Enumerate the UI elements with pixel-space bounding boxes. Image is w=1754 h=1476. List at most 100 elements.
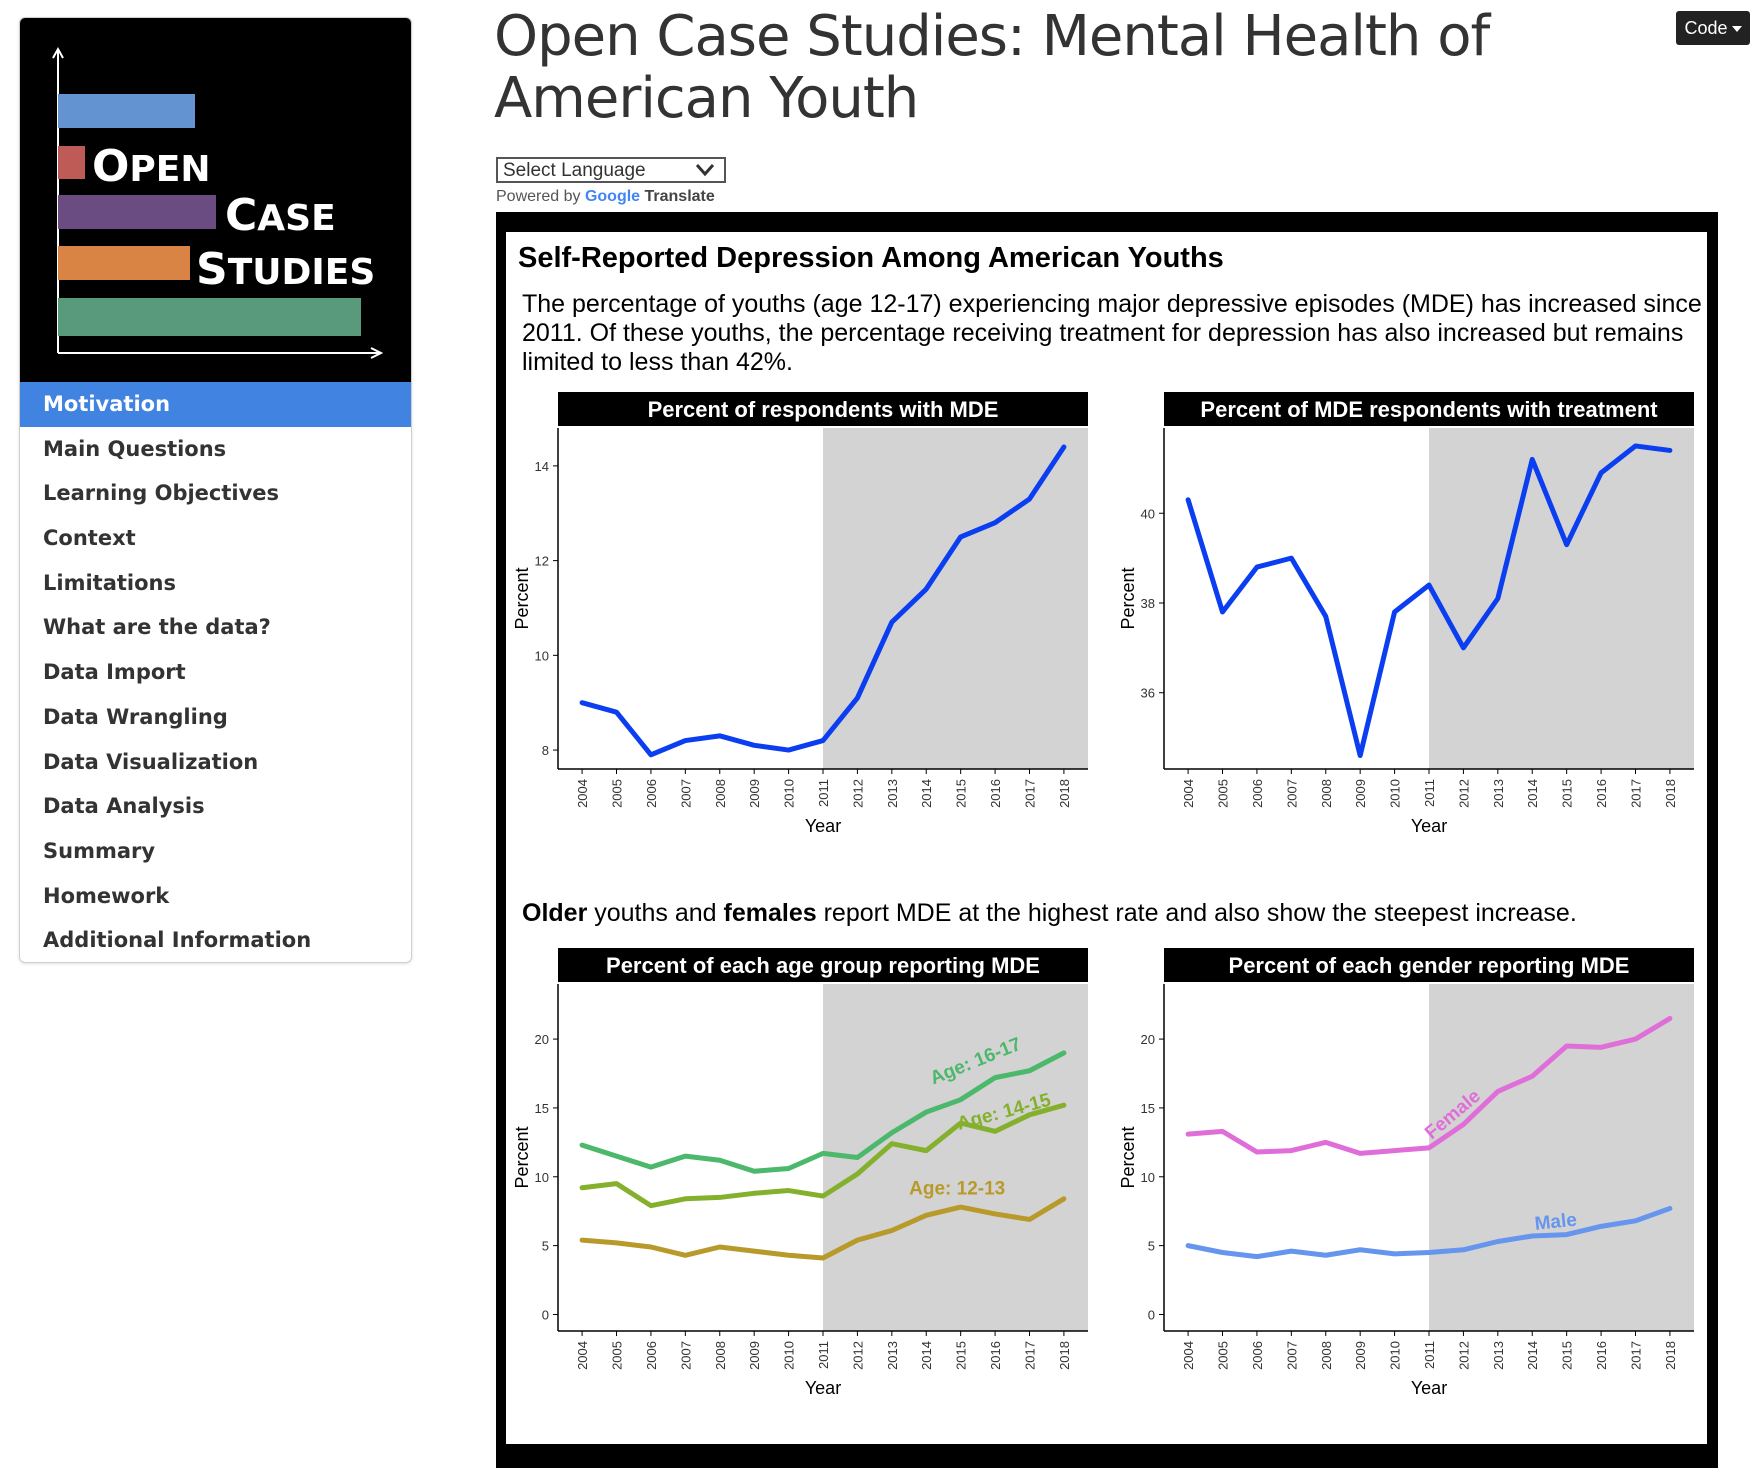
x-tick-label: 2006 [1250, 1341, 1265, 1370]
x-tick-label: 2017 [1628, 1341, 1643, 1370]
x-tick-label: 2016 [988, 779, 1003, 808]
x-tick-label: 2009 [1353, 779, 1368, 808]
infographic-body: Self-Reported Depression Among American … [506, 232, 1707, 1444]
chart-title-bar [558, 392, 1088, 426]
y-tick-label: 10 [1141, 1170, 1155, 1185]
x-tick-label: 2009 [1353, 1341, 1368, 1370]
x-tick-label: 2007 [1284, 1341, 1299, 1370]
logo-line1: OPEN [92, 141, 211, 192]
language-select-label: Select Language [503, 160, 646, 181]
logo-graphic: OPEN CASE STUDIES [52, 46, 384, 359]
x-tick-label: 2010 [1388, 779, 1403, 808]
sidebar-item-what-are-the-data[interactable]: What are the data? [43, 615, 271, 640]
sidebar-item-context[interactable]: Context [43, 526, 136, 551]
x-tick-label: 2016 [988, 1341, 1003, 1370]
x-tick-label: 2008 [1319, 779, 1334, 808]
sidebar-nav: Motivation Main Questions Learning Objecti… [20, 382, 411, 962]
y-axis-label: Percent [1118, 1126, 1138, 1188]
x-tick-label: 2004 [1181, 779, 1196, 808]
sidebar-item-data-wrangling[interactable]: Data Wrangling [43, 704, 228, 729]
x-tick-label: 2007 [678, 1341, 693, 1370]
shaded-region [1429, 984, 1694, 1331]
y-tick-label: 15 [535, 1101, 549, 1116]
sidebar-item-learning-objectives[interactable]: Learning Objectives [43, 481, 280, 506]
x-tick-label: 2012 [850, 1341, 865, 1370]
x-tick-label: 2011 [1422, 779, 1437, 807]
x-tick-label: 2014 [919, 779, 934, 808]
x-tick-label: 2007 [1284, 779, 1299, 808]
y-axis-label: Percent [512, 567, 532, 629]
x-tick-label: 2017 [1022, 1341, 1037, 1370]
series-label: Age: 12-13 [909, 1179, 1005, 1200]
x-tick-label: 2005 [610, 1341, 625, 1370]
sidebar-item-data-analysis[interactable]: Data Analysis [43, 794, 205, 819]
y-tick-label: 5 [1148, 1239, 1155, 1254]
x-tick-label: 2010 [782, 1341, 797, 1370]
x-tick-label: 2018 [1663, 779, 1678, 808]
x-tick-label: 2006 [644, 1341, 659, 1370]
series-label: Male [1534, 1210, 1578, 1235]
x-axis-label: Year [805, 816, 841, 836]
sidebar-item-motivation[interactable]: Motivation [20, 382, 411, 427]
x-tick-label: 2016 [1594, 1341, 1609, 1370]
x-tick-label: 2013 [1491, 779, 1506, 808]
y-tick-label: 14 [535, 459, 549, 474]
powered-by-text: Powered by [496, 188, 581, 205]
x-tick-label: 2015 [954, 1341, 969, 1370]
y-tick-label: 15 [1141, 1101, 1155, 1116]
x-tick-label: 2014 [919, 1341, 934, 1370]
chart-title: Percent of MDE respondents with treatmen… [1200, 397, 1658, 422]
x-tick-label: 2012 [850, 779, 865, 808]
infographic-description-2: Older youths and females report MDE at t… [522, 899, 1577, 927]
y-tick-label: 20 [1141, 1032, 1155, 1047]
sidebar-item-data-visualization[interactable]: Data Visualization [43, 749, 259, 774]
x-tick-label: 2014 [1525, 1341, 1540, 1370]
x-tick-label: 2013 [885, 779, 900, 808]
x-tick-label: 2014 [1525, 779, 1540, 808]
x-tick-label: 2004 [1181, 1341, 1196, 1370]
x-tick-label: 2018 [1057, 1341, 1072, 1370]
language-select[interactable]: Select Language [496, 157, 726, 183]
code-button[interactable]: Code [1676, 11, 1750, 45]
shaded-region [1429, 428, 1694, 769]
y-tick-label: 20 [535, 1032, 549, 1047]
x-tick-label: 2006 [644, 779, 659, 808]
caret-down-icon [1731, 26, 1742, 33]
google-wordmark[interactable]: Google [584, 188, 641, 205]
logo-line2: CASE [225, 190, 336, 241]
x-tick-label: 2005 [1216, 1341, 1231, 1370]
sidebar-item-data-import[interactable]: Data Import [43, 660, 186, 685]
x-tick-label: 2011 [816, 779, 831, 807]
page-title: Open Case Studies: Mental Health of Amer… [494, 4, 1490, 131]
shaded-region [823, 428, 1088, 769]
translate-link[interactable]: Translate [644, 188, 715, 205]
sidebar-item-limitations[interactable]: Limitations [43, 570, 176, 595]
infographic-title: Self-Reported Depression Among American … [518, 242, 1224, 274]
x-tick-label: 2008 [713, 779, 728, 808]
x-tick-label: 2010 [782, 779, 797, 808]
x-tick-label: 2013 [885, 1341, 900, 1370]
y-axis-label: Percent [1118, 567, 1138, 629]
x-tick-label: 2004 [575, 779, 590, 808]
y-tick-label: 0 [542, 1307, 549, 1322]
x-axis-label: Year [805, 1378, 841, 1398]
y-tick-label: 36 [1141, 686, 1155, 701]
open-case-studies-logo[interactable]: OPEN CASE STUDIES [20, 18, 411, 382]
y-tick-label: 10 [535, 1170, 549, 1185]
chart-title: Percent of each gender reporting MDE [1229, 953, 1630, 978]
sidebar-item-summary[interactable]: Summary [43, 838, 156, 863]
x-tick-label: 2005 [1216, 779, 1231, 808]
x-tick-label: 2007 [678, 779, 693, 808]
sidebar-item-homework[interactable]: Homework [43, 883, 170, 908]
y-tick-label: 8 [542, 743, 549, 758]
sidebar-item-main-questions[interactable]: Main Questions [43, 436, 227, 461]
shaded-region [823, 984, 1088, 1331]
chart-mde-age: Percent of each age group reporting MDE 0… [508, 948, 1098, 1434]
y-tick-label: 40 [1141, 506, 1155, 521]
x-tick-label: 2013 [1491, 1341, 1506, 1370]
y-tick-label: 10 [535, 648, 549, 663]
x-tick-label: 2012 [1456, 779, 1471, 808]
chart-title-bar [558, 948, 1088, 982]
sidebar-item-additional-information[interactable]: Additional Information [43, 928, 312, 953]
chart-mde-treatment: Percent of MDE respondents with treatmen… [1114, 392, 1704, 872]
